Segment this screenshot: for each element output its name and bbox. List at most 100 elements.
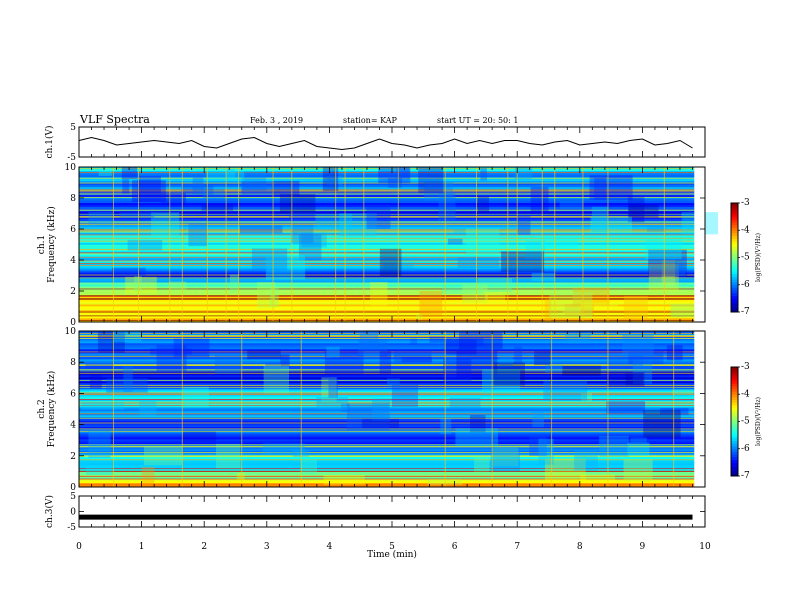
ch3-waveform-panel: 5 0 -5 ch.3(V) [44, 492, 706, 533]
ch1-spec-patch [531, 272, 556, 282]
ch1-spec-patch [378, 167, 411, 184]
ch1-spec-patch [379, 248, 402, 277]
cb1-swatch [731, 257, 738, 261]
ch2-spec-tone-line [79, 365, 695, 367]
ch2-spec-tone-line [79, 336, 695, 337]
ch1-spec-tone-line [79, 177, 695, 179]
ch1-spec-band [79, 252, 695, 255]
ch1-spec-patch [516, 215, 531, 235]
ch1-wave-series-line [78, 136, 693, 151]
ch2-spec-patch [492, 447, 519, 467]
ch1-spec-tone-line [79, 234, 695, 236]
time-tick-label: 9 [640, 542, 646, 552]
ch1-spec-patch [628, 204, 659, 218]
ch2-spec-band [79, 473, 695, 476]
ch2-spec-band [79, 397, 695, 400]
ch2-spec-patch [529, 434, 547, 456]
ch2-spec-patch [113, 331, 142, 342]
ch2-spec-patch [562, 365, 601, 377]
ch1-spec-tone-line [79, 262, 695, 264]
ch2-spec-band [79, 383, 695, 386]
ch2-spec-band [79, 365, 695, 368]
ch1-spec-band [79, 296, 695, 299]
cb1-swatch [731, 262, 738, 266]
ch1-spec-band [79, 272, 695, 275]
time-tick-label: 2 [201, 542, 207, 552]
ch2-spec-tone-line [79, 364, 695, 366]
ch1-spec-patch [265, 255, 306, 280]
ch2-spec-band [79, 415, 695, 418]
cb1-swatch [731, 284, 738, 288]
cb2-swatch [731, 448, 738, 452]
ch1-spec-band [79, 246, 695, 249]
ch2-spec-patch [599, 435, 629, 457]
ch1-spec-band [79, 204, 695, 208]
ch2-spec-patch [106, 378, 148, 393]
ch1-spec-patch [580, 302, 618, 308]
ch2-spec-tone-line [79, 478, 695, 480]
ch2-spec-band [79, 377, 695, 380]
ch2-spec-patch [326, 346, 340, 358]
ch2-spec-tone-line [79, 413, 695, 415]
ch2-spec-patch [440, 418, 452, 435]
cb2-swatch [731, 421, 738, 425]
ch1-spec-band [79, 194, 695, 198]
ch1-spec-patch [623, 295, 648, 320]
ch2-spec-patch [85, 364, 114, 369]
cb1-swatch [731, 249, 738, 253]
ch1-spec-band [79, 168, 695, 172]
cb1-swatch [731, 224, 738, 228]
ch1-spec-patch [591, 206, 609, 233]
ch2-spec-band [79, 461, 695, 464]
cb2-swatch [731, 405, 738, 409]
ch1-spec-tone-line [79, 311, 695, 313]
ch2-spec-tone-line [79, 351, 695, 353]
ch1-spec-patch [301, 232, 327, 248]
ch1-spec-ytick-label: 6 [70, 225, 76, 235]
ch2-spec-patch [538, 438, 554, 465]
header-station: station= KAP [343, 116, 398, 125]
ch1-spec-band [79, 312, 695, 315]
cb1-tick-label: -6 [741, 280, 750, 290]
ch2-spec-patch [316, 396, 349, 410]
ch1-spec-patch [501, 251, 545, 273]
ch1-spec-patch [415, 314, 423, 320]
ch2-spec-patch [455, 428, 499, 447]
cb2-swatch [731, 383, 738, 387]
time-tick-label: 10 [699, 542, 711, 552]
ch2-spec-band [79, 439, 695, 442]
ch2-spec-patch [182, 386, 209, 408]
ch1-spec-band [79, 196, 695, 200]
ch2-spec-band [79, 471, 695, 474]
cb2-swatch [731, 426, 738, 430]
ch1-spec-band [79, 167, 695, 170]
ch1-spec-tone-line [79, 237, 695, 239]
ch1-spec-patch [322, 167, 339, 192]
ch2-spec-band [79, 463, 695, 466]
ch2-spec-patch [632, 359, 653, 384]
ch1-spec-band [79, 318, 695, 321]
ch2-spec-patch [449, 397, 481, 409]
cb1-tick-label: -3 [741, 198, 750, 208]
ch2-spec-patch [379, 351, 392, 374]
ch1-spec-band [79, 174, 695, 178]
ch1-spec-ytick-label: 8 [70, 194, 76, 204]
ch2-spec-patch [401, 357, 433, 363]
ch1-spec-patch [257, 282, 276, 309]
ch1-spec-patch [648, 264, 679, 291]
ch1-spec-patch [137, 176, 161, 202]
time-tick-label: 3 [264, 542, 270, 552]
ch2-spec-band [79, 429, 695, 432]
ch1-spec-patch [151, 212, 180, 239]
ch2-spec-band [79, 477, 695, 480]
ch2-spec-band [79, 369, 695, 372]
ch2-spec-band [79, 361, 695, 364]
cb1-swatch [731, 232, 738, 236]
ch1-spec-ytick-label: 4 [70, 256, 76, 266]
ch1-spec-band [79, 276, 695, 279]
ch1-spec-ylabel-channel: ch.1 [37, 235, 47, 254]
ch1-spec-band [79, 238, 695, 241]
ch1-spec-band [79, 178, 695, 182]
ch2-spec-patch [565, 333, 591, 344]
ch1-spec-patch [466, 228, 500, 255]
